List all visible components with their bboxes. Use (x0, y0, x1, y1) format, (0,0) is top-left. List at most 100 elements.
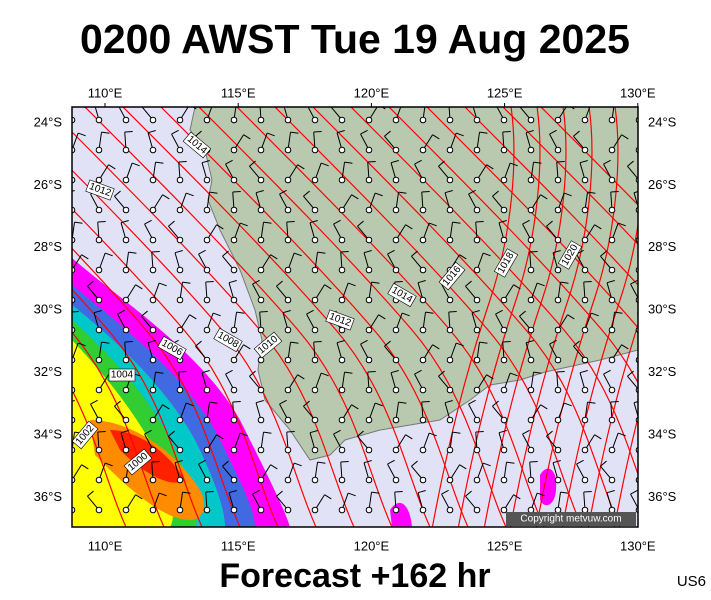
station (554, 326, 562, 334)
station (230, 116, 238, 124)
barb-flag (441, 489, 449, 495)
station (338, 506, 346, 514)
station (608, 506, 616, 514)
station (446, 296, 454, 304)
barb-flag (279, 189, 287, 195)
station (581, 416, 589, 424)
barb-flag (309, 430, 318, 434)
station (122, 206, 130, 214)
barb-flag (97, 430, 106, 433)
barb-flag (182, 491, 191, 494)
barb-flag (387, 249, 395, 255)
station (311, 206, 319, 214)
barb-flag (104, 252, 113, 257)
barb-flag (567, 314, 575, 320)
station (419, 416, 427, 424)
barb-flag (178, 160, 187, 163)
barb-flag (174, 250, 183, 254)
station (257, 266, 265, 274)
station (230, 206, 238, 214)
barb-flag (336, 340, 345, 344)
barb-flag (81, 464, 89, 470)
barb-flag (498, 220, 507, 224)
lon-label: 130°E (620, 538, 656, 553)
station (419, 236, 427, 244)
station (203, 266, 211, 274)
station (527, 476, 535, 484)
barb-flag (630, 279, 638, 285)
barb-flag (360, 129, 368, 135)
station (392, 146, 400, 154)
station (338, 266, 346, 274)
wind-barbs (72, 107, 653, 514)
station (203, 386, 211, 394)
lon-label: 115°E (221, 538, 256, 553)
station (419, 476, 427, 484)
barb-flag (549, 129, 557, 135)
station (284, 506, 292, 514)
barb-flag (347, 492, 356, 497)
station (311, 326, 319, 334)
barb-flag (117, 309, 125, 315)
barb-flag (77, 342, 86, 347)
barb-flag (320, 372, 329, 377)
station (392, 446, 400, 454)
isobar (198, 107, 507, 527)
station (554, 146, 562, 154)
station (203, 296, 211, 304)
station (95, 506, 103, 514)
station (122, 416, 130, 424)
isobar (587, 322, 638, 527)
lat-label: 24°S (648, 114, 677, 129)
station (176, 176, 184, 184)
barb-flag (479, 341, 488, 344)
barb-flag (465, 280, 472, 287)
barb-flag (232, 400, 241, 403)
station (257, 506, 265, 514)
isobar (561, 220, 638, 527)
station (203, 476, 211, 484)
station (149, 206, 157, 214)
station (473, 386, 481, 394)
barb-flag (131, 162, 140, 167)
station (257, 356, 265, 364)
lat-label: 26°S (648, 177, 677, 192)
barb-flag (293, 252, 302, 257)
barb-flag (344, 161, 353, 164)
isobar (483, 107, 567, 527)
barb-flag (645, 133, 653, 136)
barb-flag (374, 192, 383, 197)
barb-flag (124, 130, 133, 133)
barb-staff (72, 389, 73, 390)
isobar (312, 107, 621, 527)
station (203, 236, 211, 244)
barb-flag (198, 249, 206, 255)
station (635, 116, 638, 124)
station (581, 266, 589, 274)
barb-flag (209, 191, 218, 194)
barb-flag (87, 490, 94, 497)
barb-flag (394, 280, 403, 283)
isobar-label-box (387, 282, 417, 308)
station (473, 476, 481, 484)
lat-label: 28°S (648, 239, 677, 254)
barb-flag (162, 194, 170, 200)
station (95, 326, 103, 334)
station (473, 146, 481, 154)
station (284, 326, 292, 334)
station (176, 476, 184, 484)
barb-flag (198, 459, 206, 465)
station (122, 506, 130, 514)
barb-flag (560, 491, 569, 494)
region-code: US6 (677, 573, 706, 590)
station (176, 326, 184, 334)
station (257, 476, 265, 484)
barb-flag (594, 224, 602, 230)
barb-flag (252, 279, 260, 285)
barb-staff (633, 192, 638, 209)
station (635, 506, 638, 514)
barb-flag (390, 160, 399, 164)
station (635, 266, 638, 274)
barb-flag (216, 434, 224, 440)
station (122, 116, 130, 124)
